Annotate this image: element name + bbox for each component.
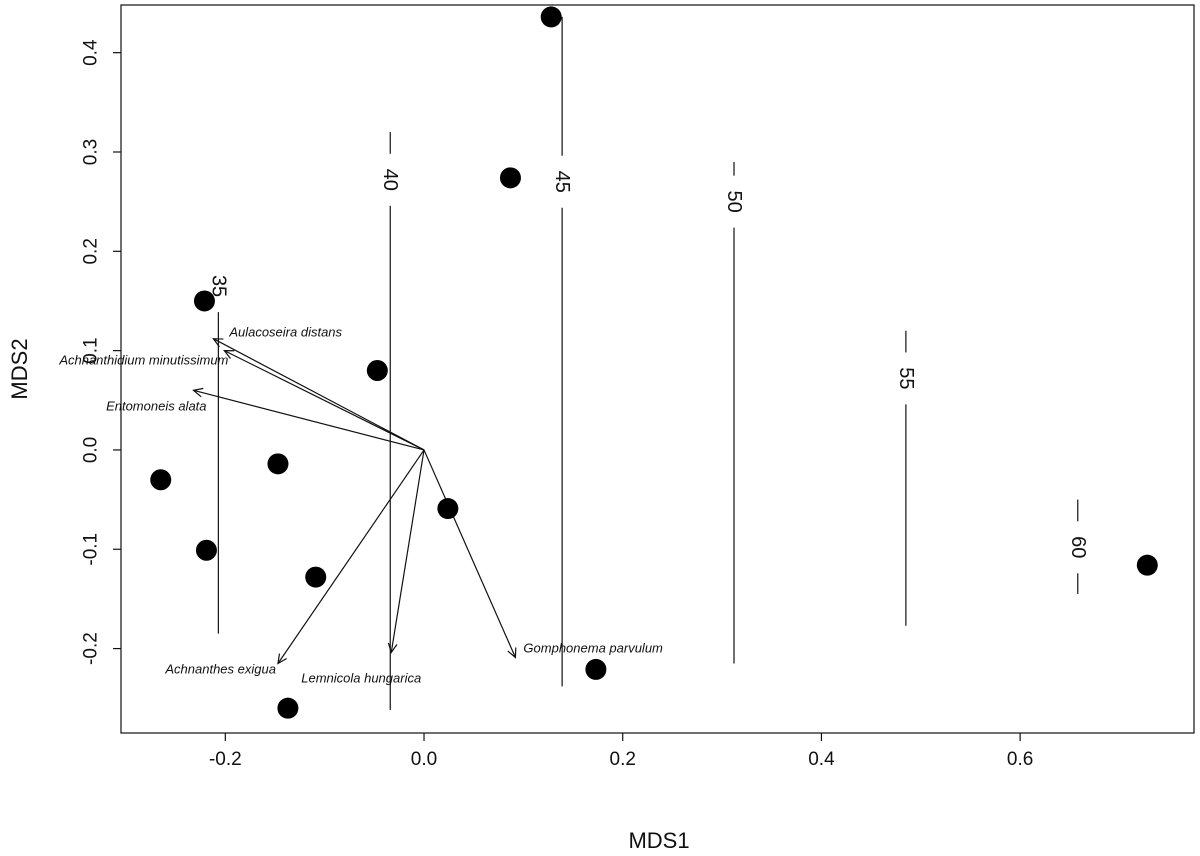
y-axis: -0.2 -0.1 0.0 0.1 0.2 0.3 0.4: [81, 39, 121, 665]
vector-arrowhead: [192, 387, 204, 398]
x-tick-label: 0.4: [808, 749, 835, 770]
species-label: Gomphonema parvulum: [523, 641, 663, 656]
species-label: Achnanthes exigua: [164, 661, 276, 676]
contour-label-40: 40: [379, 169, 401, 191]
site-point: [193, 290, 215, 312]
species-label: Aulacoseira distans: [228, 325, 342, 340]
contour-label-35: 35: [207, 275, 229, 297]
vector-line: [213, 338, 425, 451]
x-tick-label: 0.2: [610, 749, 636, 770]
species-label: Achnanthidium minutissimum: [58, 353, 228, 368]
site-point: [540, 6, 562, 28]
x-tick-label: 0.6: [1007, 749, 1033, 770]
y-tick-label: 0.1: [81, 337, 102, 363]
contour-label-50: 50: [723, 191, 745, 213]
vector-line: [193, 389, 425, 451]
vector-arrowhead: [507, 647, 517, 659]
site-point: [366, 359, 388, 381]
site-point: [150, 469, 172, 491]
site-point: [437, 498, 459, 520]
site-point: [267, 453, 289, 475]
vector-arrowhead: [277, 653, 287, 665]
contour-lines: 35 40 45 50 55 60: [207, 16, 1089, 711]
y-tick-label: 0.0: [81, 437, 102, 463]
x-axis: -0.2 0.0 0.2 0.4 0.6: [209, 733, 1033, 770]
x-axis-title: MDS1: [628, 828, 689, 853]
vector-line: [390, 449, 425, 653]
contour-label-55: 55: [895, 367, 917, 389]
vector-arrowhead: [212, 338, 224, 348]
site-point: [305, 566, 327, 588]
y-tick-label: -0.2: [81, 632, 102, 665]
site-point: [1136, 554, 1158, 576]
y-tick-label: -0.1: [81, 533, 102, 566]
species-label: Lemnicola hungarica: [301, 671, 421, 686]
y-tick-label: 0.2: [81, 238, 102, 264]
site-points: [150, 6, 1158, 719]
species-label: Entomoneis alata: [106, 398, 206, 413]
site-point: [195, 539, 217, 561]
x-tick-label: 0.0: [411, 749, 437, 770]
vector-arrowhead: [223, 350, 235, 359]
site-point: [585, 658, 607, 680]
site-point: [277, 697, 299, 719]
vector-arrowhead: [387, 642, 398, 654]
contour-label-60: 60: [1067, 536, 1089, 558]
x-tick-label: -0.2: [209, 749, 242, 770]
y-tick-label: 0.4: [81, 39, 102, 66]
vector-line: [423, 449, 516, 658]
y-axis-title: MDS2: [7, 338, 32, 399]
vector-line: [224, 350, 425, 451]
y-tick-label: 0.3: [81, 139, 102, 165]
site-point: [499, 167, 521, 189]
plot-frame: [120, 4, 1195, 734]
vector-line: [277, 449, 425, 664]
contour-label-45: 45: [551, 171, 573, 193]
